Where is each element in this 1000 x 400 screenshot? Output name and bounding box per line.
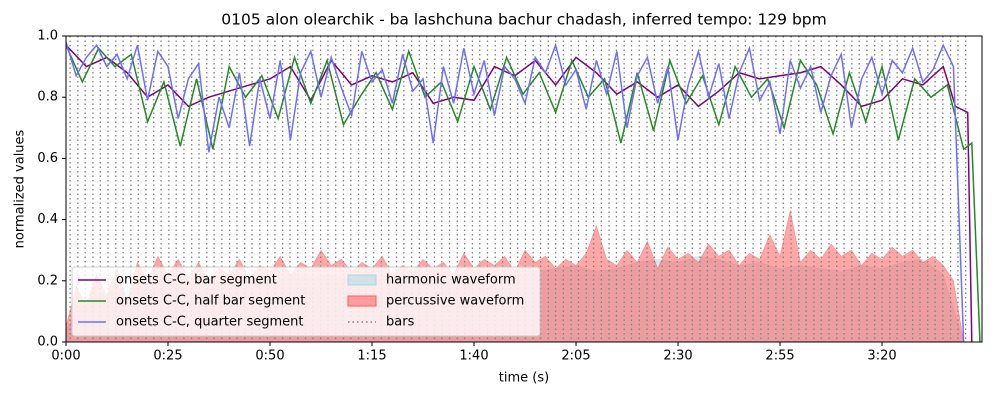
x-tick-label: 2:05 bbox=[561, 349, 590, 364]
line-series bbox=[66, 41, 965, 342]
legend-label: onsets C-C, bar segment bbox=[116, 273, 277, 288]
y-axis-label: normalized values bbox=[13, 129, 28, 248]
legend-label: percussive waveform bbox=[386, 294, 524, 309]
legend-label: bars bbox=[386, 315, 415, 330]
chart-title: 0105 alon olearchik - ba lashchuna bachu… bbox=[221, 11, 827, 29]
y-tick-label: 0.8 bbox=[37, 90, 58, 105]
x-axis-label: time (s) bbox=[499, 371, 549, 386]
legend: onsets C-C, bar segment onsets C-C, half … bbox=[71, 266, 541, 337]
legend-label: onsets C-C, quarter segment bbox=[116, 315, 303, 330]
legend-box bbox=[71, 266, 541, 337]
legend-label: harmonic waveform bbox=[386, 273, 516, 288]
legend-label: onsets C-C, half bar segment bbox=[116, 294, 305, 309]
x-tick-label: 0:25 bbox=[153, 349, 182, 364]
line-series bbox=[66, 44, 981, 342]
x-tick-label: 3:20 bbox=[867, 349, 896, 364]
y-tick-label: 0.2 bbox=[37, 273, 58, 288]
y-tick-label: 1.0 bbox=[37, 29, 58, 44]
x-tick-label: 1:15 bbox=[357, 349, 386, 364]
x-tick-label: 2:30 bbox=[663, 349, 692, 364]
y-tick-label: 0.4 bbox=[37, 212, 58, 227]
y-tick-label: 0.0 bbox=[37, 335, 58, 350]
legend-swatch bbox=[347, 295, 377, 307]
plot-frame bbox=[65, 35, 983, 343]
x-tick-label: 0:00 bbox=[51, 349, 80, 364]
legend-swatch bbox=[347, 274, 377, 286]
x-tick-label: 0:50 bbox=[255, 349, 284, 364]
x-tick-label: 1:40 bbox=[459, 349, 488, 364]
y-tick-label: 0.6 bbox=[37, 151, 58, 166]
x-tick-label: 2:55 bbox=[765, 349, 794, 364]
